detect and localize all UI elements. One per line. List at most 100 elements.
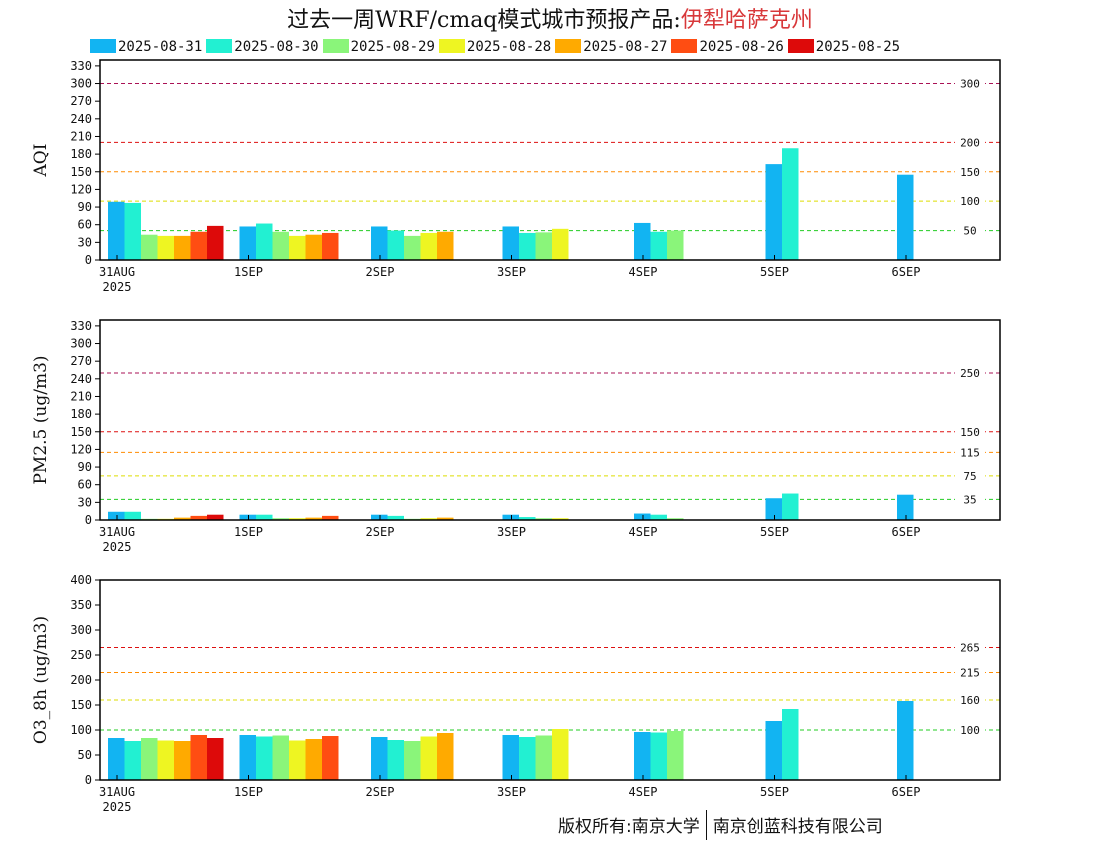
x-tick-label: 6SEP bbox=[892, 785, 921, 799]
bar bbox=[552, 228, 569, 260]
y-tick-label: 200 bbox=[70, 673, 92, 687]
y-tick-label: 100 bbox=[70, 723, 92, 737]
bar bbox=[174, 741, 191, 780]
bar bbox=[535, 735, 552, 780]
bar bbox=[897, 701, 914, 780]
legend-swatch bbox=[671, 39, 698, 53]
bar bbox=[519, 232, 536, 260]
threshold-label: 200 bbox=[960, 136, 980, 149]
y-tick-label: 60 bbox=[78, 218, 92, 232]
x-tick-label: 2SEP bbox=[366, 525, 395, 539]
y-axis-label: AQI bbox=[31, 144, 51, 178]
bar bbox=[256, 223, 273, 260]
y-tick-label: 400 bbox=[70, 573, 92, 587]
legend-label: 2025-08-28 bbox=[466, 39, 552, 55]
legend-swatch bbox=[206, 39, 233, 53]
y-tick-label: 300 bbox=[70, 623, 92, 637]
bar bbox=[305, 234, 322, 260]
bar bbox=[371, 514, 388, 520]
legend-label: 2025-08-29 bbox=[350, 39, 435, 55]
x-tick-label: 3SEP bbox=[497, 265, 526, 279]
threshold-label: 75 bbox=[963, 470, 976, 483]
bar bbox=[667, 518, 684, 520]
bar bbox=[437, 733, 454, 780]
threshold-label: 300 bbox=[960, 78, 980, 91]
legend-item: 2025-08-26 bbox=[671, 39, 784, 55]
plot-frame bbox=[99, 319, 1001, 521]
bar bbox=[782, 148, 799, 260]
footer-company: 南京创蓝科技有限公司 bbox=[712, 817, 883, 837]
x-year-label: 2025 bbox=[103, 280, 132, 294]
bar bbox=[289, 740, 306, 780]
y-tick-label: 180 bbox=[70, 407, 92, 421]
y-tick-label: 210 bbox=[70, 389, 92, 403]
x-tick-label: 1SEP bbox=[234, 785, 263, 799]
legend-label: 2025-08-31 bbox=[118, 39, 203, 55]
threshold-label-bg bbox=[955, 425, 985, 438]
bar bbox=[124, 202, 141, 260]
bar bbox=[157, 235, 174, 260]
threshold-label-bg bbox=[955, 165, 985, 178]
threshold-label-bg bbox=[955, 366, 985, 379]
x-tick-label: 4SEP bbox=[629, 525, 658, 539]
chart-panel-2: 100 160 215 265 0 50 100 150 200 250 300 350 400 O3_8… bbox=[31, 573, 1001, 814]
bar bbox=[305, 517, 322, 520]
threshold-label-bg bbox=[955, 666, 985, 679]
legend-item: 2025-08-29 bbox=[322, 39, 435, 55]
threshold-label: 265 bbox=[960, 642, 980, 655]
threshold-label: 150 bbox=[960, 426, 980, 439]
bar bbox=[141, 738, 158, 780]
y-tick-label: 350 bbox=[70, 598, 92, 612]
bar bbox=[634, 513, 651, 520]
threshold-label: 100 bbox=[960, 724, 980, 737]
legend-item: 2025-08-27 bbox=[555, 39, 667, 55]
bar bbox=[190, 515, 207, 520]
threshold-label-bg bbox=[955, 641, 985, 654]
bar bbox=[256, 514, 273, 520]
threshold-label: 50 bbox=[963, 225, 976, 238]
y-tick-label: 0 bbox=[85, 773, 92, 787]
legend-swatch bbox=[90, 39, 116, 53]
chart-panel-0: 50 100 150 200 300 0 30 60 90 120 150 180 210 240 270 3… bbox=[31, 59, 1001, 294]
y-tick-label: 300 bbox=[70, 337, 92, 351]
x-tick-label: 4SEP bbox=[629, 785, 658, 799]
bar bbox=[782, 709, 799, 780]
bar bbox=[519, 517, 536, 520]
y-tick-label: 250 bbox=[70, 648, 92, 662]
y-tick-label: 90 bbox=[78, 200, 92, 214]
bar bbox=[519, 737, 536, 780]
legend-swatch bbox=[555, 39, 582, 53]
y-tick-label: 330 bbox=[70, 319, 92, 333]
bar bbox=[667, 230, 684, 260]
bar bbox=[124, 741, 141, 780]
footer-separator bbox=[705, 810, 707, 840]
threshold-label: 115 bbox=[960, 446, 980, 459]
legend-swatch bbox=[322, 39, 349, 53]
legend-item: 2025-08-25 bbox=[787, 39, 900, 55]
y-tick-label: 120 bbox=[70, 442, 92, 456]
bar bbox=[782, 493, 799, 520]
y-tick-label: 150 bbox=[70, 165, 92, 179]
bar bbox=[404, 741, 421, 780]
legend-item: 2025-08-31 bbox=[90, 39, 202, 55]
bar bbox=[535, 518, 552, 520]
footer: 版权所有:南京大学 南京创蓝科技有限公司 bbox=[558, 810, 883, 840]
y-tick-label: 300 bbox=[70, 77, 92, 91]
threshold-label-bg bbox=[955, 224, 985, 237]
bar bbox=[387, 740, 404, 780]
threshold-label: 215 bbox=[960, 667, 980, 680]
chart-panel-1: 35 75 115 150 250 0 30 60 90 120 150 180 210 240 270 30… bbox=[31, 319, 1001, 554]
y-tick-label: 0 bbox=[85, 253, 92, 267]
x-tick-label: 31AUG bbox=[99, 525, 135, 539]
bar bbox=[765, 498, 782, 520]
bar bbox=[420, 736, 437, 780]
bar bbox=[305, 739, 322, 780]
bar bbox=[157, 740, 174, 780]
y-axis-label: O3_8h (ug/m3) bbox=[31, 616, 51, 744]
threshold-label-bg bbox=[955, 469, 985, 482]
bar bbox=[765, 164, 782, 260]
x-tick-label: 31AUG bbox=[99, 265, 135, 279]
bar bbox=[124, 511, 141, 520]
bar bbox=[502, 514, 519, 520]
y-tick-label: 90 bbox=[78, 460, 92, 474]
